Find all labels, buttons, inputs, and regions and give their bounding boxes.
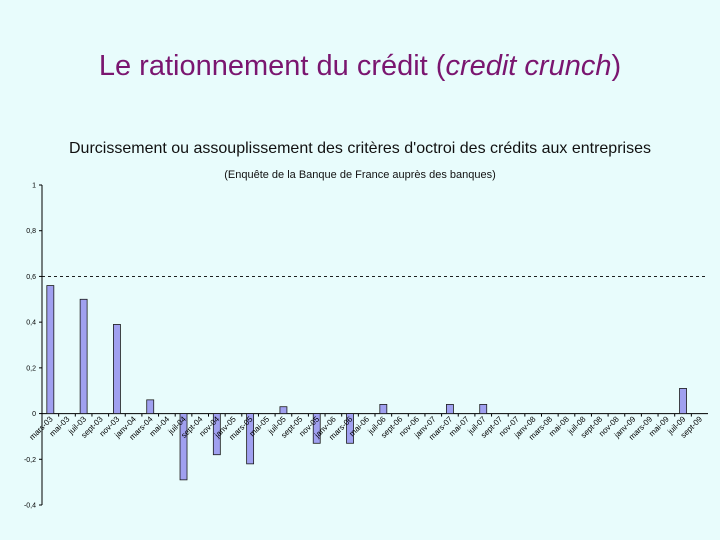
slide-title-end: ) bbox=[611, 50, 622, 82]
slide-title-main: Le rationnement du crédit ( bbox=[98, 50, 446, 82]
bar-juil-06 bbox=[379, 404, 388, 414]
bar-juil-07 bbox=[479, 404, 488, 414]
bar-juil-09 bbox=[679, 388, 687, 414]
slide-title-emphasis: credit crunch bbox=[445, 50, 612, 82]
bar-nov-03 bbox=[113, 324, 121, 414]
bar-nov-04 bbox=[212, 413, 221, 456]
bar-mars-06 bbox=[346, 413, 354, 444]
bar-mars-05 bbox=[246, 413, 255, 465]
y-tick-label: 1 bbox=[32, 183, 36, 190]
y-tick-label: 0,6 bbox=[26, 274, 36, 281]
y-tick-label: 0,8 bbox=[26, 228, 36, 235]
bar-mars-07 bbox=[446, 404, 454, 414]
bar-juil-03 bbox=[79, 298, 88, 414]
bar-juil-05 bbox=[279, 406, 288, 414]
y-tick-label: 0,2 bbox=[26, 365, 36, 372]
y-tick-label: 0,4 bbox=[26, 320, 36, 327]
slide-title: Le rationnement du crédit (credit crunch… bbox=[0, 50, 720, 83]
bar-layer bbox=[46, 285, 687, 481]
bar-juil-04 bbox=[179, 413, 188, 481]
bar-mars-04 bbox=[146, 399, 155, 414]
y-tick-label: -0,4 bbox=[24, 503, 36, 510]
chart-subtitle: (Enquête de la Banque de France auprès d… bbox=[224, 169, 496, 181]
y-tick-label: 0 bbox=[32, 411, 36, 418]
axis-layer bbox=[39, 184, 708, 506]
label-layer: 10,80,60,40,20-0,2-0,4mars-03mai-03juil-… bbox=[24, 183, 705, 510]
bar-mars-03 bbox=[46, 285, 55, 414]
chart-title: Durcissement ou assouplissement des crit… bbox=[69, 140, 651, 157]
y-tick-label: -0,2 bbox=[24, 457, 36, 464]
bar-nov-05 bbox=[312, 413, 321, 444]
